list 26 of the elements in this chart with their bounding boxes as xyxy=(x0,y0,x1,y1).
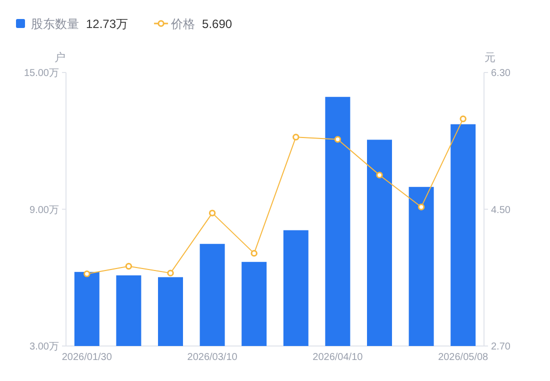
point xyxy=(208,210,216,216)
y2-axis-title: 元 xyxy=(484,52,496,64)
point xyxy=(292,134,300,140)
point xyxy=(418,204,425,210)
point xyxy=(250,250,258,257)
y-tick-label: 9.00万 xyxy=(30,204,59,216)
y2-tick-label: 6.30 xyxy=(491,68,511,79)
x-tick-label: 2026/03/10 xyxy=(187,352,238,363)
text: 5.690 xyxy=(202,17,232,31)
point xyxy=(334,136,342,143)
y2-tick-label: 4.50 xyxy=(491,204,511,216)
y2-tick-label: 2.70 xyxy=(491,342,511,352)
point xyxy=(460,115,466,122)
x-tick-label: 2026/01/30 xyxy=(62,352,112,363)
point xyxy=(125,262,132,270)
x-tick-label: 2026/04/10 xyxy=(312,352,364,363)
point xyxy=(167,270,174,276)
y-tick-label: 3.00万 xyxy=(30,342,59,352)
point xyxy=(84,270,90,278)
y-tick-label: 15.00万 xyxy=(24,68,59,79)
legend-label: 价格 xyxy=(170,17,196,31)
y-axis-title: 户 xyxy=(54,51,66,64)
point xyxy=(376,172,383,178)
x-tick-label: 2026/05/08 xyxy=(438,352,489,363)
legend-label: 股东数量 xyxy=(31,17,79,31)
text: 12.73万 xyxy=(86,17,128,31)
